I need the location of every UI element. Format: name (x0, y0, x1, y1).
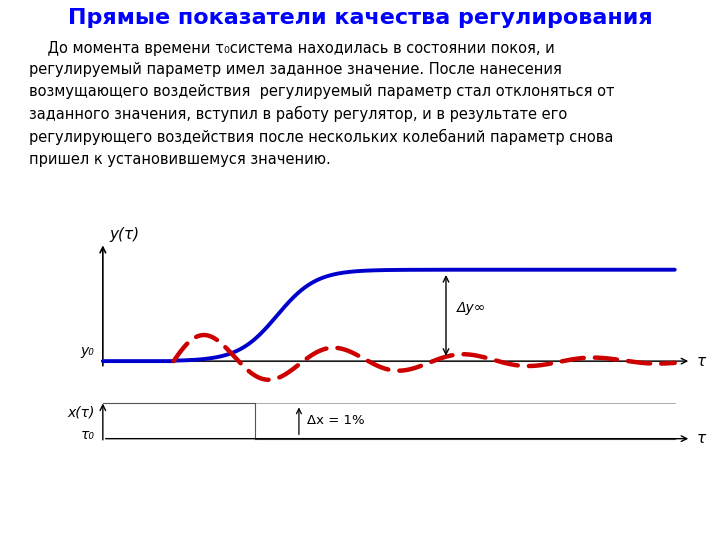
Text: Δy∞: Δy∞ (457, 301, 486, 315)
Text: τ₀: τ₀ (81, 428, 94, 442)
Text: y₀: y₀ (81, 344, 94, 358)
Text: τ: τ (696, 354, 706, 369)
Text: τ: τ (696, 431, 706, 446)
Text: Прямые показатели качества регулирования: Прямые показатели качества регулирования (68, 8, 652, 28)
Text: Δx = 1%: Δx = 1% (307, 414, 365, 427)
Text: До момента времени τ₀система находилась в состоянии покоя, и
регулируемый параме: До момента времени τ₀система находилась … (29, 40, 614, 167)
Text: x(τ): x(τ) (67, 406, 94, 420)
Text: y(τ): y(τ) (109, 227, 140, 241)
